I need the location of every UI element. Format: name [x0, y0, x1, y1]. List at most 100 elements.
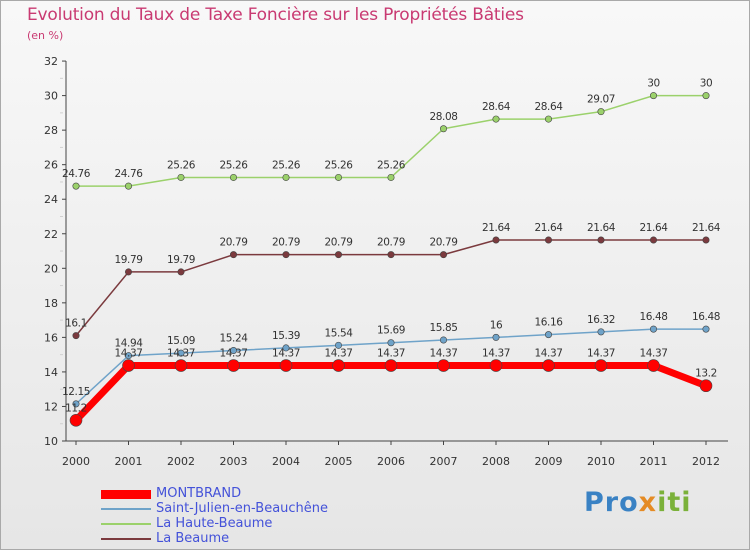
data-point-la-beaume — [72, 332, 80, 340]
x-tick-label: 2009 — [535, 455, 563, 468]
logo-part-2: x — [638, 487, 658, 518]
data-point-saint-julien-en-beauch-ne — [702, 325, 710, 333]
data-point-la-haute-beaume — [177, 173, 185, 181]
data-label-montbrand: 14.37 — [167, 348, 195, 360]
data-label-montbrand: 14.37 — [534, 348, 562, 360]
data-label-la-beaume: 20.79 — [324, 237, 352, 249]
data-point-la-beaume — [125, 268, 133, 276]
y-tick-label: 30 — [44, 90, 58, 103]
data-label-la-haute-beaume: 25.26 — [324, 159, 353, 171]
legend-label: La Haute-Beaume — [156, 516, 273, 531]
data-point-montbrand — [384, 359, 398, 372]
data-label-la-haute-beaume: 25.26 — [377, 159, 406, 171]
chart-title: Evolution du Taux de Taxe Foncière sur l… — [27, 5, 524, 25]
data-label-la-beaume: 19.79 — [167, 254, 195, 266]
data-point-saint-julien-en-beauch-ne — [230, 347, 238, 355]
data-label-montbrand: 11.2 — [65, 402, 87, 414]
legend-swatch — [101, 489, 151, 499]
data-label-saint-julien-en-beauch-ne: 16.48 — [692, 311, 720, 323]
y-tick-label: 14 — [44, 366, 58, 379]
data-point-saint-julien-en-beauch-ne — [544, 331, 552, 339]
data-point-saint-julien-en-beauch-ne — [387, 339, 395, 347]
y-tick-label: 10 — [44, 435, 58, 448]
data-point-la-haute-beaume — [72, 182, 80, 190]
data-label-saint-julien-en-beauch-ne: 16.48 — [639, 311, 667, 323]
data-point-montbrand — [647, 359, 660, 372]
data-label-montbrand: 14.37 — [114, 348, 142, 360]
data-label-saint-julien-en-beauch-ne: 15.54 — [324, 327, 353, 339]
x-tick-label: 2010 — [587, 455, 615, 468]
legend-swatch — [101, 508, 151, 510]
data-point-montbrand — [122, 359, 135, 372]
x-tick-label: 2011 — [640, 455, 668, 468]
data-label-saint-julien-en-beauch-ne: 12.15 — [62, 386, 90, 398]
data-label-saint-julien-en-beauch-ne: 15.24 — [219, 333, 248, 345]
data-label-montbrand: 13.2 — [695, 368, 717, 380]
data-point-la-haute-beaume — [387, 173, 395, 181]
data-point-saint-julien-en-beauch-ne — [334, 341, 342, 349]
data-label-la-beaume: 20.79 — [429, 237, 457, 249]
data-label-la-beaume: 21.64 — [692, 222, 721, 234]
y-tick-label: 24 — [44, 193, 58, 206]
data-point-la-haute-beaume — [230, 173, 238, 181]
legend-label: La Beaume — [156, 531, 230, 546]
data-label-montbrand: 14.37 — [587, 348, 615, 360]
data-point-la-haute-beaume — [439, 125, 447, 133]
data-point-la-haute-beaume — [649, 92, 657, 100]
data-point-saint-julien-en-beauch-ne — [492, 333, 500, 341]
data-label-la-haute-beaume: 24.76 — [114, 168, 143, 180]
data-label-la-beaume: 20.79 — [272, 237, 300, 249]
data-point-la-haute-beaume — [492, 115, 500, 123]
data-label-la-haute-beaume: 30 — [647, 78, 660, 90]
data-label-la-haute-beaume: 28.64 — [482, 101, 511, 113]
data-label-saint-julien-en-beauch-ne: 16.32 — [587, 314, 615, 326]
data-label-la-haute-beaume: 25.26 — [167, 159, 196, 171]
legend-swatch — [101, 538, 151, 540]
x-tick-label: 2005 — [325, 455, 353, 468]
data-label-la-beaume: 21.64 — [639, 222, 668, 234]
logo-part-3: iti — [657, 487, 692, 518]
data-point-saint-julien-en-beauch-ne — [72, 400, 80, 408]
data-label-la-haute-beaume: 28.08 — [429, 111, 457, 123]
data-point-saint-julien-en-beauch-ne — [282, 344, 290, 352]
y-tick-label: 32 — [44, 55, 58, 68]
x-tick-label: 2004 — [272, 455, 300, 468]
data-label-montbrand: 14.37 — [639, 348, 667, 360]
data-label-la-beaume: 20.79 — [219, 237, 247, 249]
data-point-saint-julien-en-beauch-ne — [125, 352, 133, 360]
x-tick-label: 2000 — [62, 455, 90, 468]
data-point-montbrand — [279, 359, 293, 372]
data-label-montbrand: 14.37 — [272, 348, 300, 360]
data-label-saint-julien-en-beauch-ne: 14.94 — [114, 338, 143, 350]
data-label-la-beaume: 20.79 — [377, 237, 405, 249]
y-tick-label: 12 — [44, 400, 58, 413]
data-point-montbrand — [437, 359, 450, 372]
x-tick-label: 2001 — [115, 455, 143, 468]
data-point-montbrand — [489, 359, 503, 372]
data-label-la-beaume: 16.1 — [65, 318, 87, 330]
data-label-la-haute-beaume: 25.26 — [219, 159, 248, 171]
y-tick-label: 28 — [44, 124, 58, 137]
data-point-la-beaume — [177, 268, 185, 276]
data-point-la-beaume — [649, 236, 657, 244]
x-tick-label: 2007 — [430, 455, 458, 468]
data-label-montbrand: 14.37 — [324, 348, 352, 360]
data-label-saint-julien-en-beauch-ne: 15.09 — [167, 335, 195, 347]
data-label-saint-julien-en-beauch-ne: 15.69 — [377, 325, 405, 337]
data-label-la-beaume: 21.64 — [534, 222, 563, 234]
series-line-la-haute-beaume — [76, 94, 706, 187]
data-label-la-haute-beaume: 28.64 — [534, 101, 563, 113]
y-tick-label: 26 — [44, 159, 58, 172]
data-point-montbrand — [542, 359, 555, 372]
data-point-la-beaume — [334, 251, 342, 259]
legend-swatch — [101, 523, 151, 525]
legend-label: MONTBRAND — [156, 486, 242, 501]
proxiti-logo: Proxiti — [584, 487, 692, 518]
data-label-montbrand: 14.37 — [482, 348, 510, 360]
data-point-montbrand — [174, 359, 188, 372]
data-label-montbrand: 14.37 — [219, 348, 247, 360]
data-point-la-beaume — [230, 251, 238, 259]
y-tick-label: 22 — [44, 228, 58, 241]
